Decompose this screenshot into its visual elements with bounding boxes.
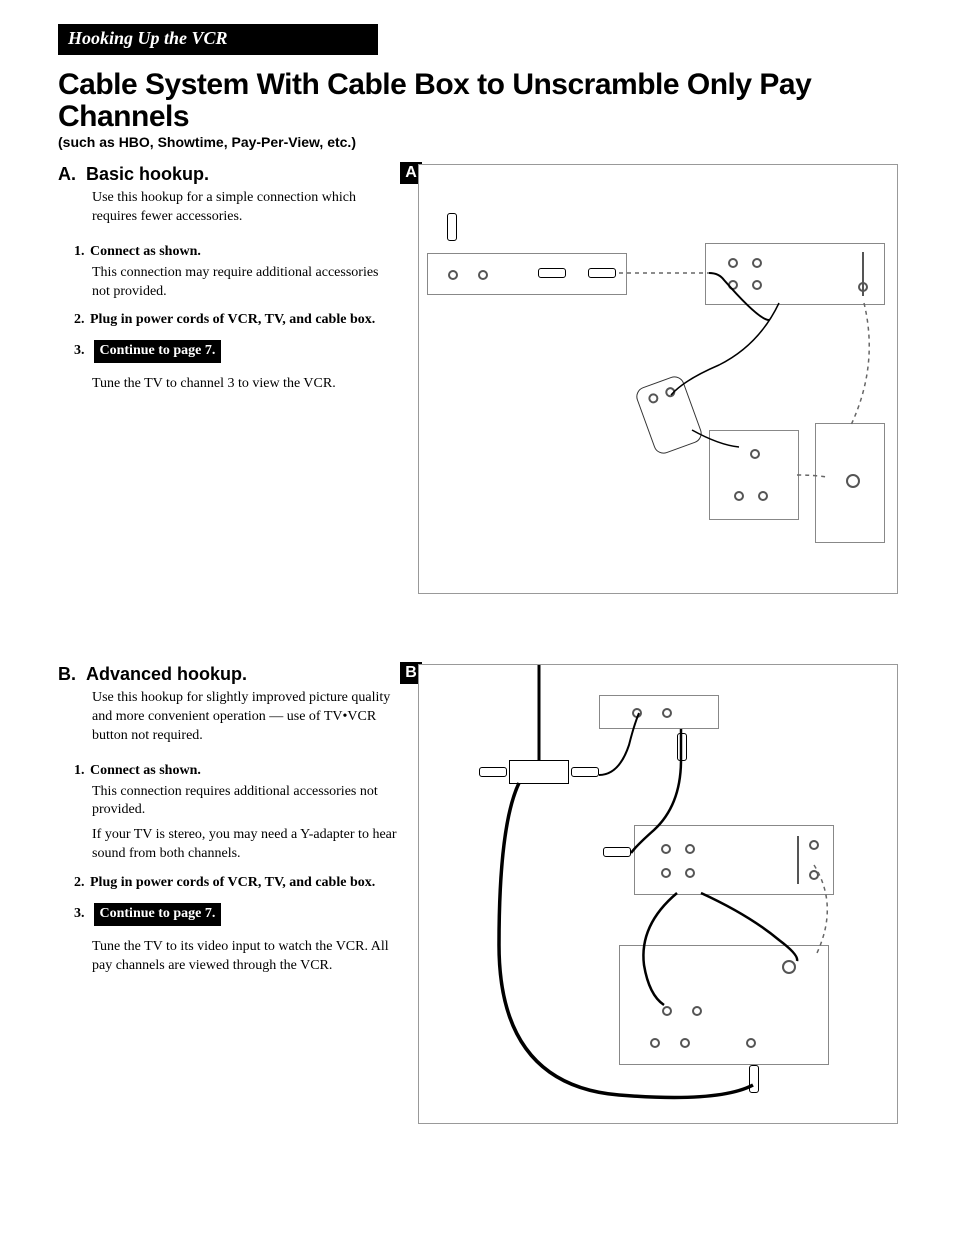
step-number: 1.	[74, 243, 90, 262]
section-b-text: B. Advanced hookup. Use this hookup for …	[58, 664, 398, 1124]
jack-icon	[661, 868, 671, 878]
jack-icon	[758, 491, 768, 501]
jack-icon	[752, 280, 762, 290]
connector-icon	[571, 767, 599, 777]
step-number: 3.	[74, 342, 90, 361]
jack-icon	[692, 1006, 702, 1016]
jack-icon	[858, 282, 868, 292]
step-heading: Connect as shown.	[90, 244, 201, 259]
section-a-title: Basic hookup.	[86, 164, 209, 184]
step-heading: Connect as shown.	[90, 763, 201, 778]
section-b-letter: B.	[58, 664, 76, 684]
section-b-title: Advanced hookup.	[86, 664, 247, 684]
jack-icon	[632, 708, 642, 718]
continue-badge: Continue to page 7.	[94, 903, 222, 926]
step-heading: Plug in power cords of VCR, TV, and cabl…	[90, 312, 375, 327]
connector-icon	[749, 1065, 759, 1093]
step-body: This connection requires additional acce…	[92, 783, 398, 821]
page-header-bar: Hooking Up the VCR	[58, 24, 378, 55]
section-a-step-2: 2.Plug in power cords of VCR, TV, and ca…	[92, 311, 398, 330]
section-b-diagram-col: B	[418, 664, 914, 1124]
step-heading: Plug in power cords of VCR, TV, and cabl…	[90, 875, 375, 890]
jack-icon	[661, 844, 671, 854]
jack-icon	[448, 270, 458, 280]
section-a: A. Basic hookup. Use this hookup for a s…	[58, 164, 914, 594]
jack-icon	[846, 474, 860, 488]
jack-icon	[662, 1006, 672, 1016]
jack-icon	[782, 960, 796, 974]
continue-badge: Continue to page 7.	[94, 340, 222, 363]
section-a-letter: A.	[58, 164, 76, 184]
step-number: 2.	[74, 874, 90, 893]
jack-icon	[734, 491, 744, 501]
section-a-step-1: 1.Connect as shown. This connection may …	[92, 243, 398, 302]
section-b-step-1: 1.Connect as shown. This connection requ…	[92, 762, 398, 864]
vcr-back-unit	[427, 253, 627, 295]
cable-box-unit	[709, 430, 799, 520]
connector-icon	[603, 847, 631, 857]
step-body: This connection may require additional a…	[92, 264, 398, 302]
section-b-step-3: 3. Continue to page 7.	[92, 903, 398, 926]
section-b-intro: Use this hookup for slightly improved pi…	[92, 689, 398, 746]
section-b-footer: Tune the TV to its video input to watch …	[92, 938, 398, 976]
step-number: 1.	[74, 762, 90, 781]
section-a-text: A. Basic hookup. Use this hookup for a s…	[58, 164, 398, 594]
tv-back-unit	[619, 945, 829, 1065]
tv-back-unit	[815, 423, 885, 543]
jack-icon	[750, 449, 760, 459]
step-body: If your TV is stereo, you may need a Y-a…	[92, 826, 398, 864]
step-number: 3.	[74, 905, 90, 924]
jack-icon	[647, 392, 660, 405]
section-b: B. Advanced hookup. Use this hookup for …	[58, 664, 914, 1124]
connector-icon	[588, 268, 616, 278]
jack-icon	[478, 270, 488, 280]
wall-plug-icon	[447, 213, 457, 241]
jack-icon	[728, 280, 738, 290]
connector-icon	[677, 733, 687, 761]
section-b-step-2: 2.Plug in power cords of VCR, TV, and ca…	[92, 874, 398, 893]
av-panel-unit	[705, 243, 885, 305]
page: Hooking Up the VCR Cable System With Cab…	[0, 0, 954, 1214]
section-a-diagram-col: A	[418, 164, 914, 594]
connector-icon	[538, 268, 566, 278]
switch-icon	[797, 836, 799, 884]
step-number: 2.	[74, 311, 90, 330]
jack-icon	[728, 258, 738, 268]
diagram-a	[418, 164, 898, 594]
jack-icon	[680, 1038, 690, 1048]
splitter-icon	[509, 760, 569, 784]
section-a-footer: Tune the TV to channel 3 to view the VCR…	[92, 375, 398, 394]
jack-icon	[664, 386, 677, 399]
remote-icon	[634, 374, 705, 457]
jack-icon	[746, 1038, 756, 1048]
small-box-unit	[599, 695, 719, 729]
jack-icon	[809, 870, 819, 880]
jack-icon	[752, 258, 762, 268]
diagram-b	[418, 664, 898, 1124]
section-a-intro: Use this hookup for a simple connection …	[92, 189, 398, 227]
section-a-step-3: 3. Continue to page 7.	[92, 340, 398, 363]
jack-icon	[809, 840, 819, 850]
subtitle: (such as HBO, Showtime, Pay-Per-View, et…	[58, 134, 914, 150]
connector-icon	[479, 767, 507, 777]
jack-icon	[685, 844, 695, 854]
jack-icon	[685, 868, 695, 878]
main-title: Cable System With Cable Box to Unscrambl…	[58, 69, 914, 132]
av-panel-unit	[634, 825, 834, 895]
jack-icon	[662, 708, 672, 718]
jack-icon	[650, 1038, 660, 1048]
